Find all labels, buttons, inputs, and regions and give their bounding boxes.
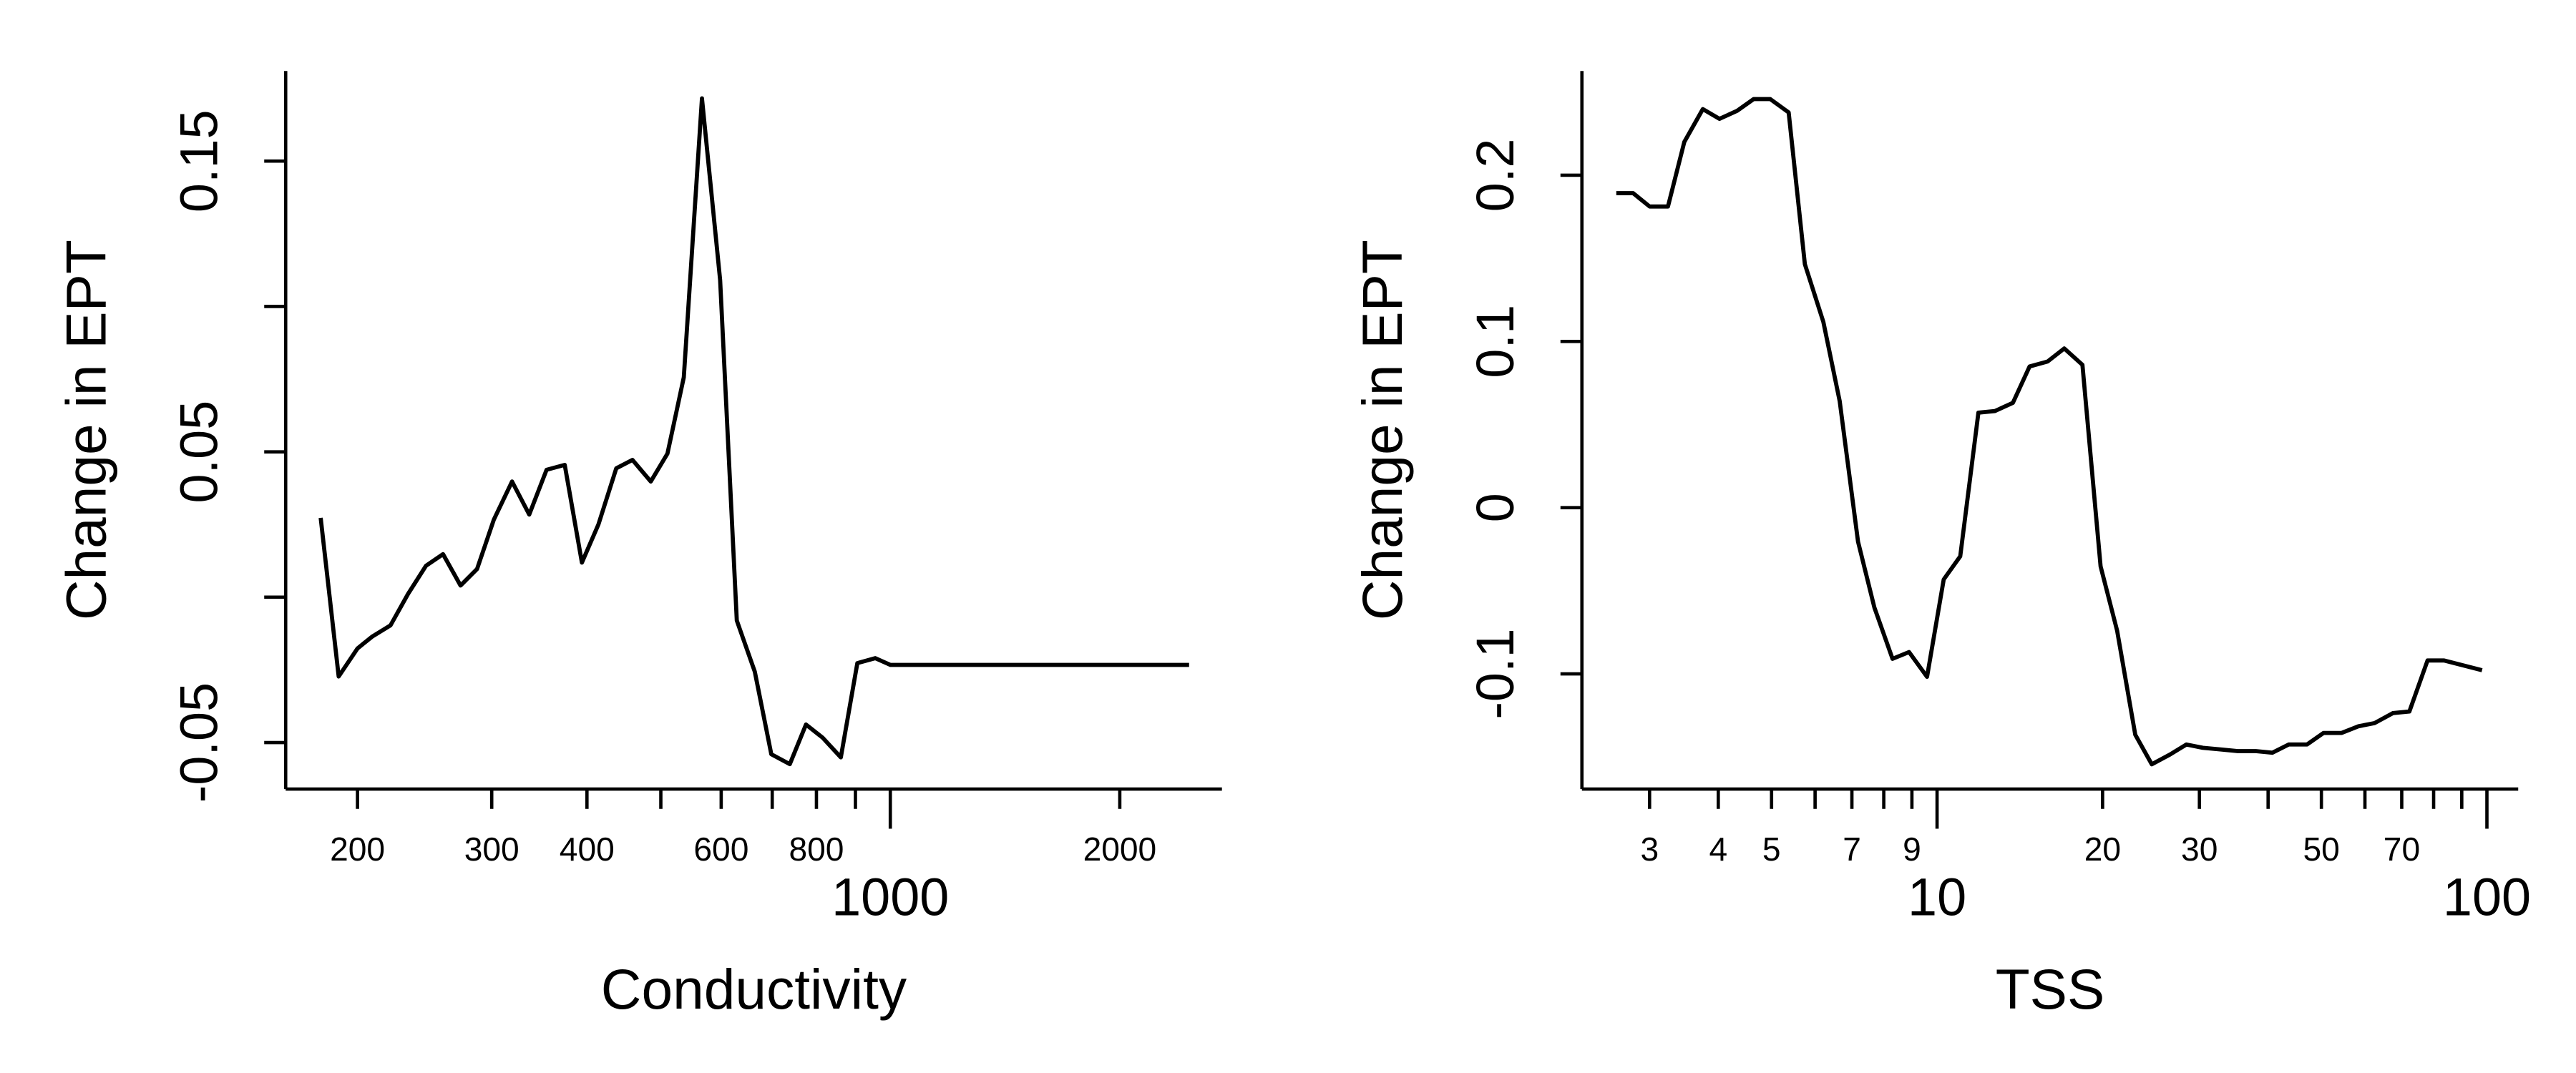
y-tick-label: 0 (1465, 493, 1525, 522)
x-tick-label: 10 (1908, 868, 1966, 927)
x-tick-label: 800 (789, 831, 844, 868)
x-axis-title: Conductivity (601, 958, 907, 1021)
x-tick-label: 4 (1709, 831, 1727, 868)
x-tick-label: 300 (464, 831, 519, 868)
data-line (1616, 97, 2483, 767)
data-line (318, 96, 1189, 767)
x-tick-label: 5 (1762, 831, 1781, 868)
x-tick-label: 400 (560, 831, 615, 868)
y-axis-title: Change in EPT (1351, 240, 1414, 620)
x-tick-label: 3 (1640, 831, 1659, 868)
x-tick-label: 7 (1843, 831, 1861, 868)
x-tick-label: 600 (693, 831, 748, 868)
x-tick-label: 30 (2181, 831, 2218, 868)
x-tick-label: 100 (2443, 868, 2531, 927)
x-tick-label: 9 (1903, 831, 1921, 868)
y-tick-label: -0.1 (1465, 628, 1525, 719)
x-tick-label: 1000 (831, 868, 949, 927)
y-tick-label: 0.15 (169, 109, 228, 212)
x-tick-label: 200 (330, 831, 385, 868)
x-axis-title: TSS (1996, 958, 2105, 1021)
x-tick-label: 20 (2084, 831, 2121, 868)
x-tick-label: 70 (2384, 831, 2420, 868)
y-tick-label: 0.05 (169, 401, 228, 504)
x-tick-label: 2000 (1083, 831, 1157, 868)
y-tick-label: -0.05 (169, 682, 228, 803)
y-tick-label: 0.1 (1465, 305, 1525, 378)
y-axis-title: Change in EPT (55, 240, 118, 620)
x-tick-label: 50 (2303, 831, 2340, 868)
y-tick-label: 0.2 (1465, 139, 1525, 212)
